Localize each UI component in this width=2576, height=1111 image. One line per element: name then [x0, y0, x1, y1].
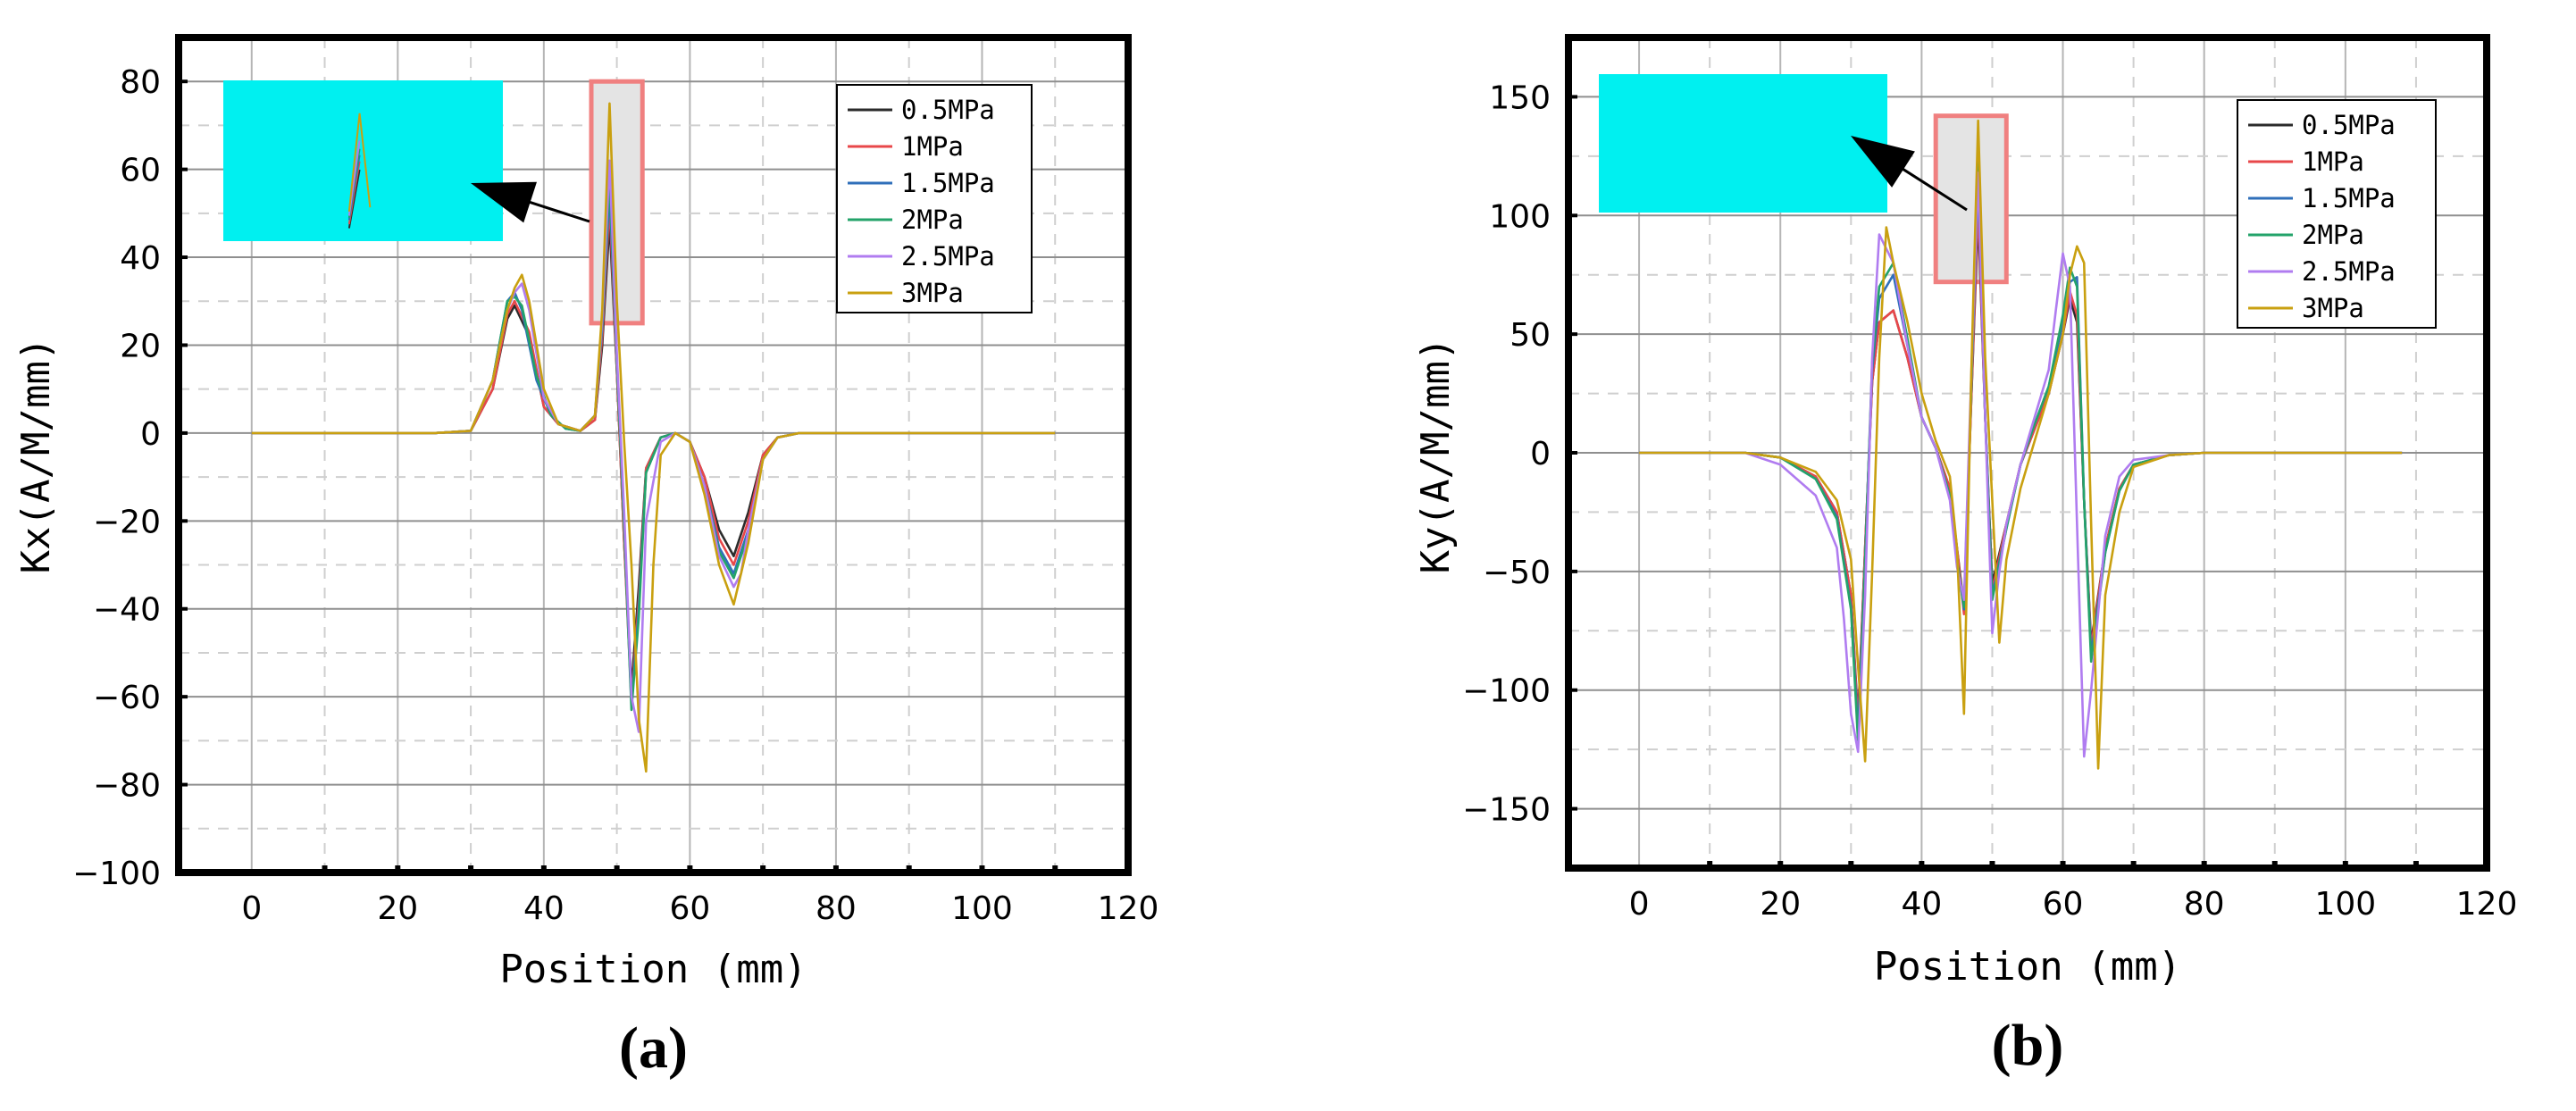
legend-box	[2237, 99, 2437, 329]
y-tick-label: −50	[1483, 555, 1551, 591]
y-tick-label: 20	[120, 328, 161, 364]
y-tick-label: 150	[1489, 79, 1551, 116]
y-tick-label: −40	[93, 592, 161, 629]
inset-box	[1599, 74, 1887, 213]
y-axis-title: Kx(A/M/mm)	[13, 338, 59, 574]
legend-label: 1MPa	[2302, 146, 2364, 177]
x-tick-label: 40	[1901, 886, 1942, 923]
series-line-2.5MPa	[1639, 171, 2403, 758]
series-group	[251, 102, 1056, 773]
legend-label: 0.5MPa	[901, 95, 995, 125]
panel-a: 0.5MPa 1MPa 1.5MPa 2MPa 2.5MPa 3MPa 0 20 40 60 80 1…	[13, 34, 1159, 1081]
panel-b: 0.5MPa 1MPa 1.5MPa 2MPa 2.5MPa 3MPa 0 20 40 60 80 1…	[1288, 0, 2576, 1111]
x-tick-label: 40	[523, 890, 565, 927]
x-axis-title: Position (mm)	[499, 947, 807, 992]
x-tick-label: 80	[2184, 886, 2225, 923]
legend-box	[836, 84, 1033, 313]
inset-box	[223, 80, 503, 241]
series-line-2.5MPa	[251, 159, 1056, 733]
series-line-3MPa	[251, 102, 1056, 773]
y-tick-label: −100	[1462, 673, 1551, 710]
chart-a-svg: 0.5MPa 1MPa 1.5MPa 2MPa 2.5MPa 3MPa 0 20 40 60 80 1…	[13, 34, 1159, 1081]
x-axis-title: Position (mm)	[1874, 944, 2181, 990]
series-line-3MPa	[1639, 119, 2403, 770]
chart-b-svg: 0.5MPa 1MPa 1.5MPa 2MPa 2.5MPa 3MPa 0 20 40 60 80 1…	[1413, 34, 2518, 1078]
panel-label: (b)	[1992, 1013, 2064, 1078]
y-tick-label: 50	[1510, 317, 1551, 354]
x-tick-label: 0	[1629, 886, 1650, 923]
y-tick-label: 60	[120, 153, 161, 189]
series-group	[1639, 119, 2403, 770]
panel-label: (a)	[619, 1015, 688, 1081]
y-tick-label: 40	[120, 240, 161, 277]
inset-series	[347, 113, 372, 229]
x-tick-label: 120	[1098, 890, 1159, 927]
legend-label: 2MPa	[2302, 220, 2364, 250]
y-tick-label: −150	[1462, 792, 1551, 829]
x-tick-label: 120	[2456, 886, 2518, 923]
y-tick-label: −20	[93, 504, 161, 540]
zoom-highlight-box	[1933, 113, 2009, 285]
legend-label: 2.5MPa	[901, 241, 995, 271]
x-tick-label: 60	[2043, 886, 2084, 923]
y-tick-label: 80	[120, 64, 161, 101]
arrow-line	[1890, 160, 1968, 212]
y-tick-label: −80	[93, 768, 161, 805]
y-axis-title: Ky(A/M/mm)	[1413, 338, 1459, 574]
y-tick-label: 0	[1530, 436, 1551, 472]
x-tick-label: 20	[377, 890, 418, 927]
y-tick-label: −60	[93, 680, 161, 716]
legend-label: 1MPa	[901, 131, 964, 162]
y-tick-label: 100	[1489, 198, 1551, 235]
legend-label: 2MPa	[901, 205, 964, 235]
legend-label: 2.5MPa	[2302, 256, 2396, 287]
x-tick-label: 20	[1760, 886, 1801, 923]
x-tick-label: 60	[669, 890, 710, 927]
x-tick-label: 100	[2314, 886, 2376, 923]
inset-line-3MPa	[347, 113, 372, 212]
arrow-head	[1851, 136, 1915, 188]
y-tick-label: 0	[140, 416, 161, 453]
plot-frame	[175, 34, 1132, 876]
x-tick-label: 100	[951, 890, 1013, 927]
y-tick-label: −100	[72, 856, 161, 892]
legend-label: 0.5MPa	[2302, 110, 2396, 140]
legend-label: 3MPa	[901, 278, 964, 308]
legend-label: 3MPa	[2302, 293, 2364, 323]
legend-label: 1.5MPa	[901, 168, 995, 198]
arrow-head	[471, 181, 537, 223]
x-tick-label: 0	[241, 890, 262, 927]
x-tick-label: 80	[815, 890, 857, 927]
legend-label: 1.5MPa	[2302, 183, 2396, 213]
